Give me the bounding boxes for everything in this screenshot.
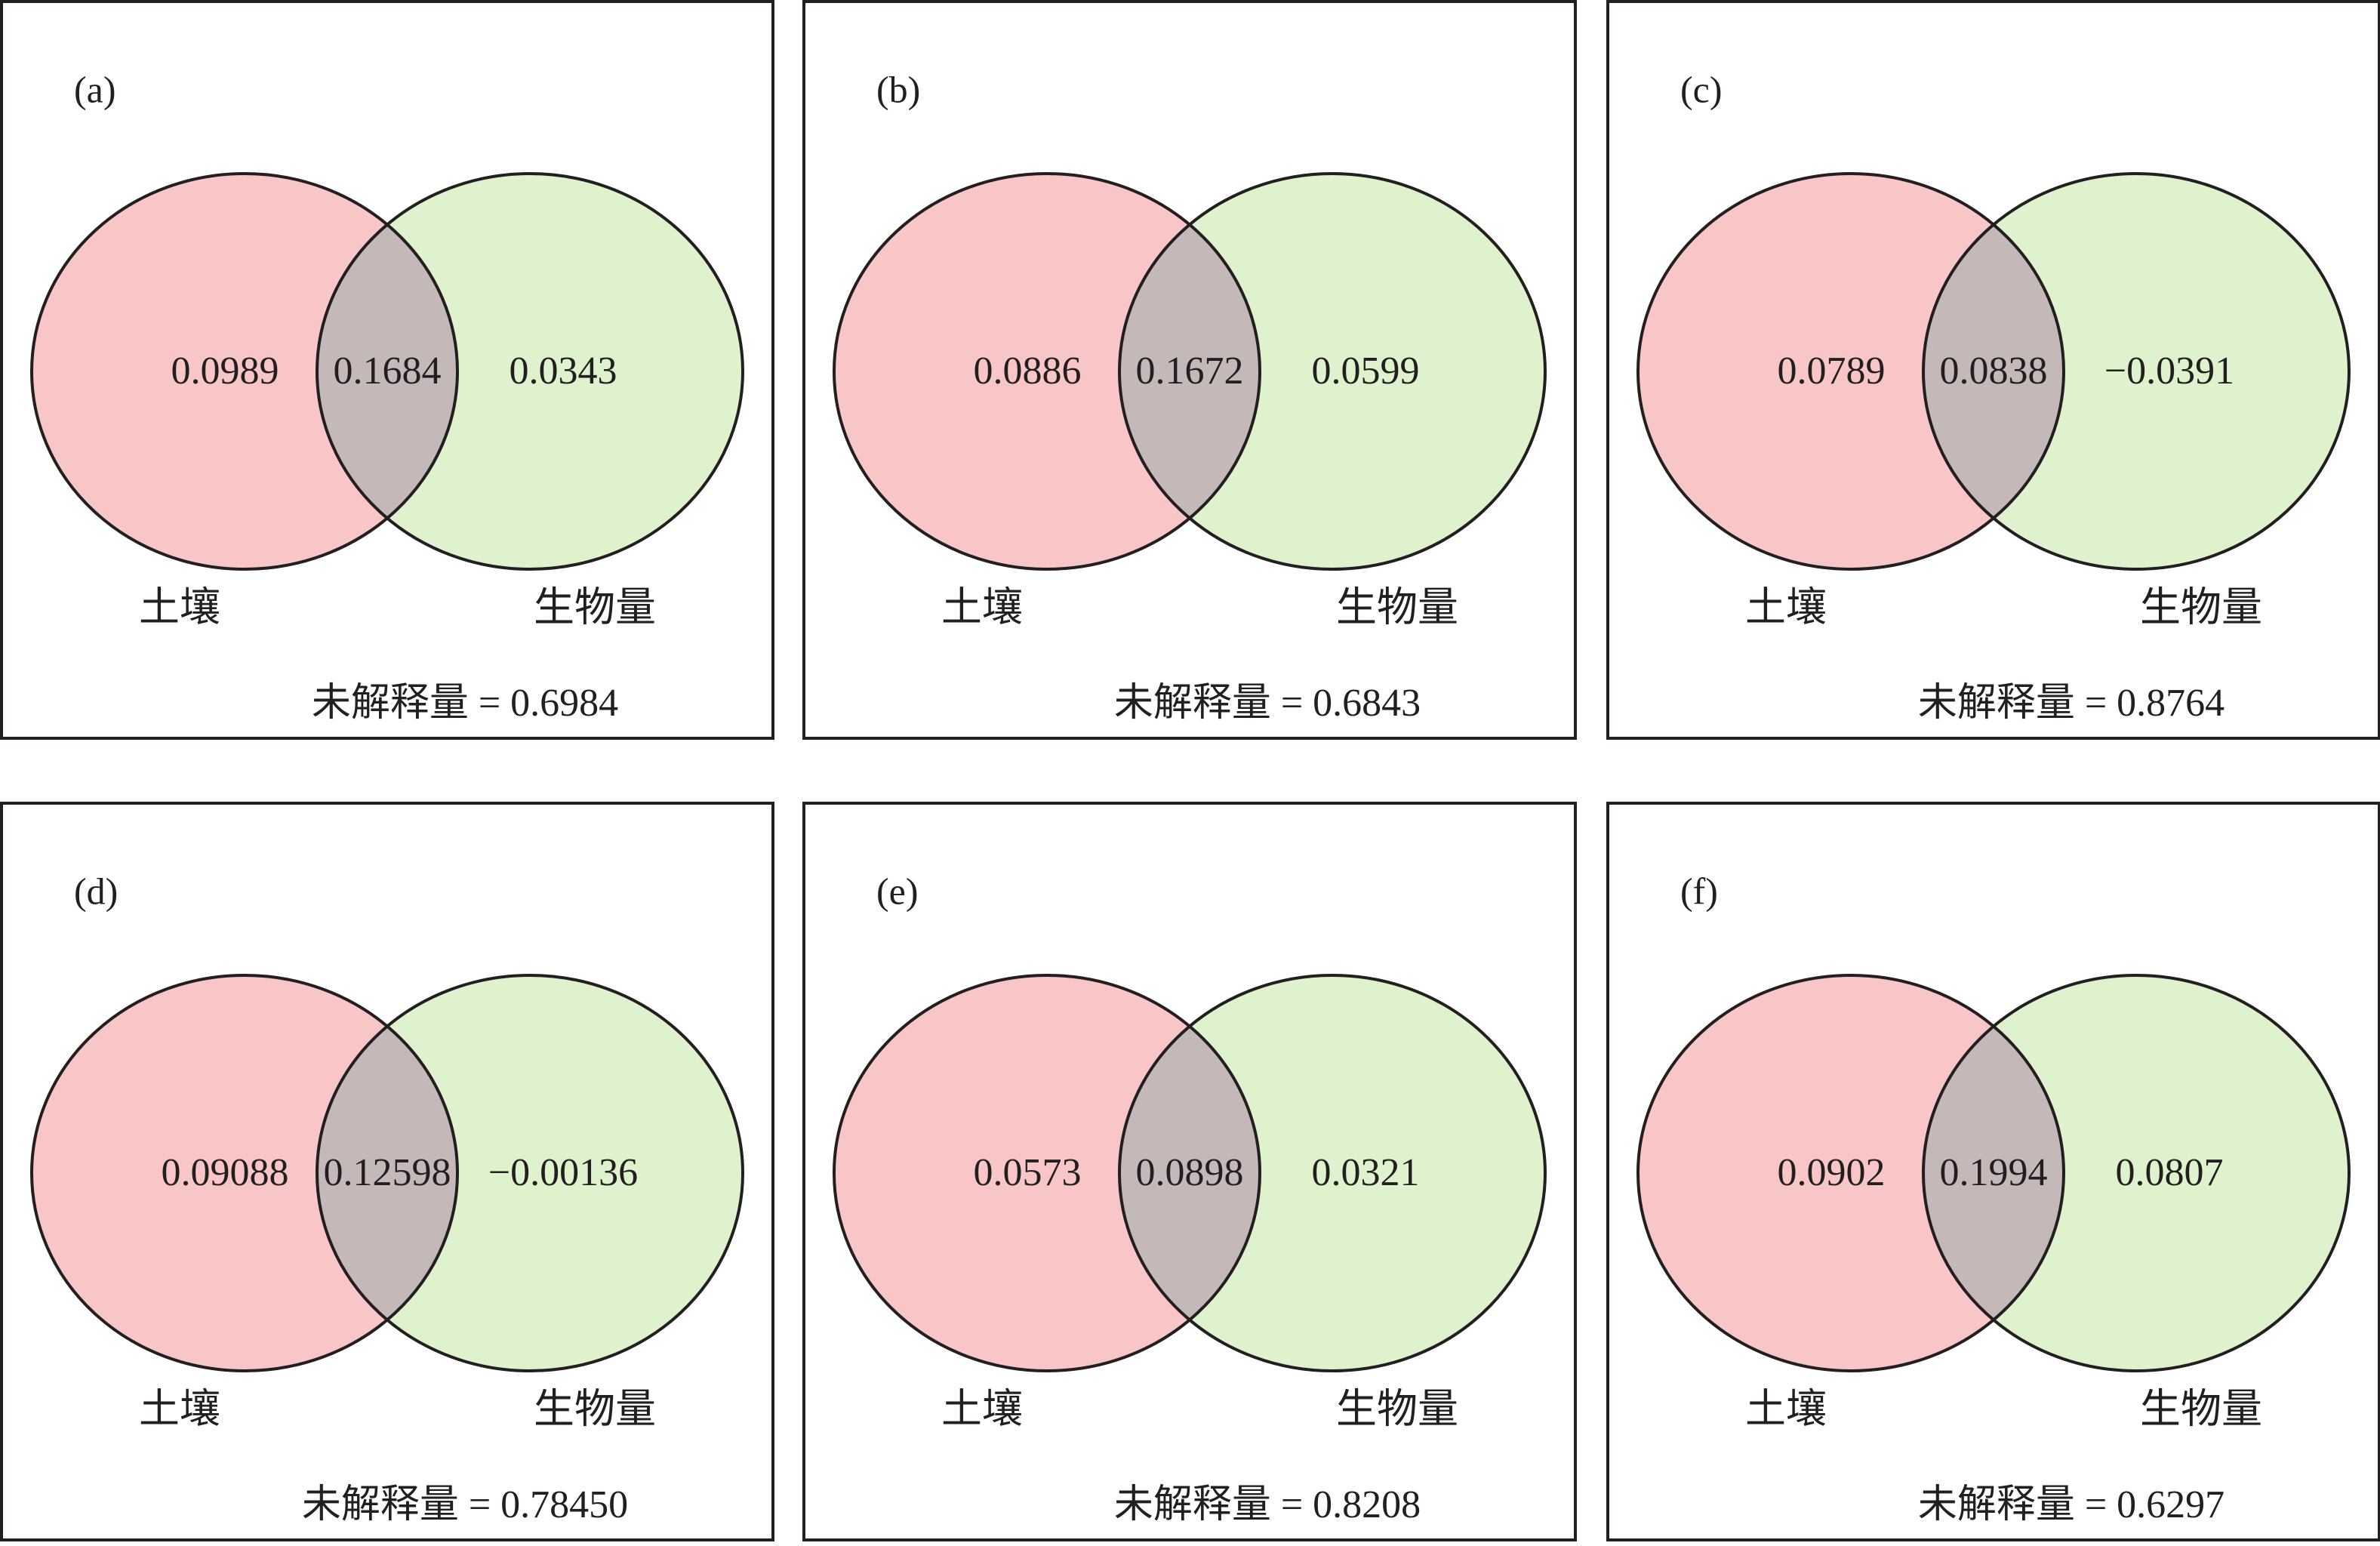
shared-value: 0.12598 [324,1151,451,1194]
overlap-region [317,975,457,1371]
biomass-only-value: 0.0807 [2116,1151,2224,1194]
biomass-only-value: 0.0599 [1312,350,1420,393]
soil-label: 土壤 [1745,584,1827,631]
unexplained-variance: 未解释量 = 0.8764 [1918,682,2225,725]
panel-letter: (a) [74,68,116,110]
unexplained-variance: 未解释量 = 0.6984 [312,682,618,725]
shared-value: 0.1672 [1136,350,1244,393]
soil-label: 土壤 [1745,1385,1827,1433]
soil-only-value: 0.09088 [162,1151,289,1194]
biomass-circle-outline [316,172,744,571]
biomass-only-value: 0.0321 [1312,1151,1420,1194]
soil-label: 土壤 [139,1385,220,1433]
panel-letter: (f) [1680,870,1718,912]
unexplained-variance: 未解释量 = 0.78450 [302,1483,628,1526]
unexplained-variance: 未解释量 = 0.6843 [1114,682,1421,725]
shared-value: 0.1994 [1940,1151,2048,1194]
panel-letter: (e) [876,870,919,912]
biomass-circle-outline [1118,974,1547,1372]
overlap-region [1119,174,1260,569]
biomass-label: 生物量 [2140,584,2262,631]
soil-label: 土壤 [941,584,1023,631]
soil-only-value: 0.0902 [1778,1151,1886,1194]
soil-label: 土壤 [139,584,220,631]
unexplained-variance: 未解释量 = 0.6297 [1918,1483,2225,1526]
biomass-label: 生物量 [1336,584,1458,631]
biomass-circle-outline [1922,172,2351,571]
biomass-only-value: 0.0343 [510,350,617,393]
soil-circle-outline [833,172,1261,571]
overlap-region [1923,174,2064,569]
soil-circle-outline [833,974,1261,1372]
biomass-circle-outline [316,974,744,1372]
soil-label: 土壤 [941,1385,1023,1433]
soil-circle-outline [30,974,459,1372]
soil-only-value: 0.0789 [1778,350,1886,393]
biomass-label: 生物量 [534,1385,656,1433]
biomass-circle-outline [1922,974,2351,1372]
soil-circle-outline [1636,172,2065,571]
soil-only-value: 0.0886 [974,350,1082,393]
unexplained-variance: 未解释量 = 0.8208 [1114,1483,1421,1526]
shared-value: 0.1684 [334,350,442,393]
panel-letter: (c) [1680,68,1723,110]
soil-circle-outline [1636,974,2065,1372]
biomass-label: 生物量 [1336,1385,1458,1433]
shared-value: 0.0838 [1940,350,2048,393]
biomass-only-value: −0.0391 [2104,350,2234,393]
overlap-region [1923,975,2064,1371]
soil-circle-outline [30,172,459,571]
soil-only-value: 0.0573 [974,1151,1082,1194]
shared-value: 0.0898 [1136,1151,1244,1194]
biomass-label: 生物量 [2140,1385,2262,1433]
overlap-region [1119,975,1260,1371]
biomass-label: 生物量 [534,584,656,631]
biomass-only-value: −0.00136 [488,1151,638,1194]
biomass-circle-outline [1118,172,1547,571]
overlap-region [317,174,457,569]
panel-letter: (b) [876,68,920,110]
panel-letter: (d) [74,870,118,912]
soil-only-value: 0.0989 [171,350,279,393]
